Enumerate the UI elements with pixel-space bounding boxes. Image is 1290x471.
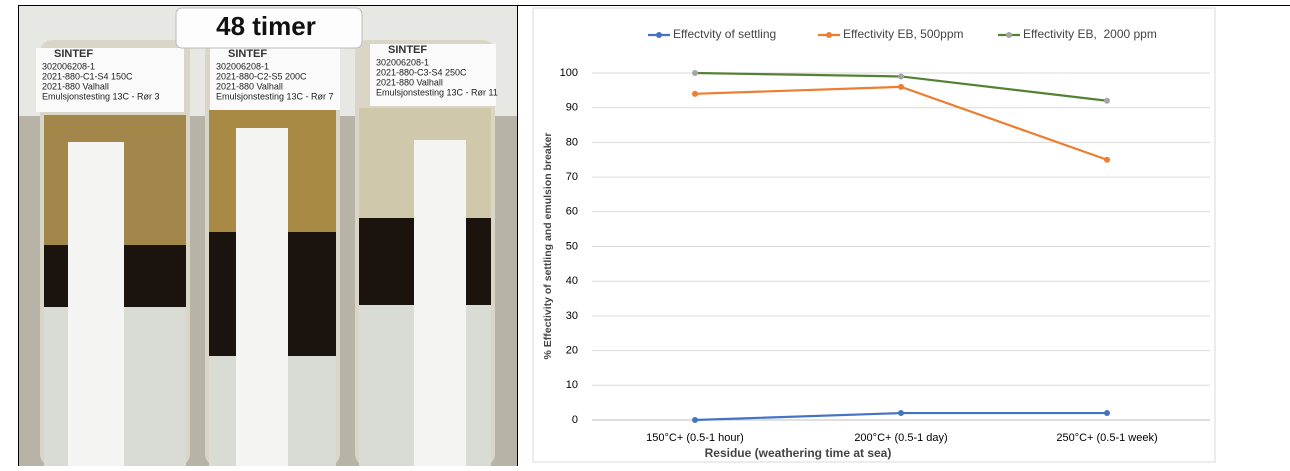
y-tick-label: 100: [560, 67, 578, 79]
table-frame: [18, 5, 1290, 466]
y-tick-label: 0: [572, 414, 578, 426]
bottle-label: 2021-880 Valhall: [216, 81, 283, 91]
photo: 48 timer SINTEF302006208-12021-880-C1-S4…: [19, 6, 517, 466]
y-tick-label: 70: [566, 171, 578, 183]
data-point: [898, 410, 904, 417]
bottle-label: Emulsjonstesting 13C - Rør 7: [216, 91, 334, 101]
data-point: [1104, 156, 1110, 163]
bottle-brand: SINTEF: [388, 44, 427, 56]
bottle: [205, 40, 340, 466]
data-point: [692, 70, 698, 76]
bottle-label: 302006208-1: [376, 57, 429, 67]
bottle: [355, 40, 496, 466]
tag: [175, 7, 363, 49]
bottle-label: 2021-880 Valhall: [376, 77, 443, 87]
data-point: [898, 73, 904, 80]
y-tick-label: 10: [566, 379, 578, 391]
y-tick-label: 60: [566, 206, 578, 218]
bottle-brand: SINTEF: [54, 48, 93, 60]
y-tick-label: 50: [566, 240, 578, 252]
bottle-label: 2021-880 Valhall: [42, 81, 109, 91]
y-tick-label: 80: [566, 136, 578, 148]
y-tick-label: 90: [566, 102, 578, 114]
legend-marker: [656, 32, 662, 38]
bottle-label: Emulsjonstesting 13C - Rør 3: [42, 91, 160, 101]
bottle-label: 2021-880-C3-S4 250C: [376, 67, 467, 77]
legend-marker: [1006, 32, 1012, 38]
tag-text: 48 timer: [216, 11, 316, 41]
legend-label: Effectivity EB, 500ppm: [843, 27, 964, 41]
legend-label: Effectivity EB, 2000 ppm: [1023, 27, 1157, 41]
bottle-label: 302006208-1: [216, 61, 269, 71]
y-tick-label: 20: [566, 345, 578, 357]
y-axis-title: % Effectivity of settling and emulsion b…: [542, 133, 554, 360]
data-point: [692, 417, 698, 423]
data-point: [692, 90, 698, 97]
chart-area: [532, 7, 1216, 463]
legend-marker: [826, 32, 832, 38]
y-tick-label: 30: [566, 310, 578, 322]
bottle-label: 2021-880-C2-S5 200C: [216, 71, 307, 81]
bottle-label: 2021-880-C1-S4 150C: [42, 71, 133, 81]
x-tick-label: 250°C+ (0.5-1 week): [1056, 432, 1157, 444]
data-point: [1104, 97, 1110, 104]
bottle-brand: SINTEF: [228, 48, 267, 60]
y-tick-label: 40: [566, 275, 578, 287]
bottle-label: 302006208-1: [42, 61, 95, 71]
bottle: [36, 40, 190, 466]
data-point: [898, 83, 904, 90]
x-axis-title: Residue (weathering time at sea): [705, 446, 892, 460]
x-tick-label: 200°C+ (0.5-1 day): [854, 432, 947, 444]
x-tick-label: 150°C+ (0.5-1 hour): [646, 432, 744, 444]
data-point: [1104, 410, 1110, 417]
bottle-label: Emulsjonstesting 13C - Rør 11: [376, 87, 498, 97]
legend-label: Effectvity of settling: [673, 27, 776, 41]
